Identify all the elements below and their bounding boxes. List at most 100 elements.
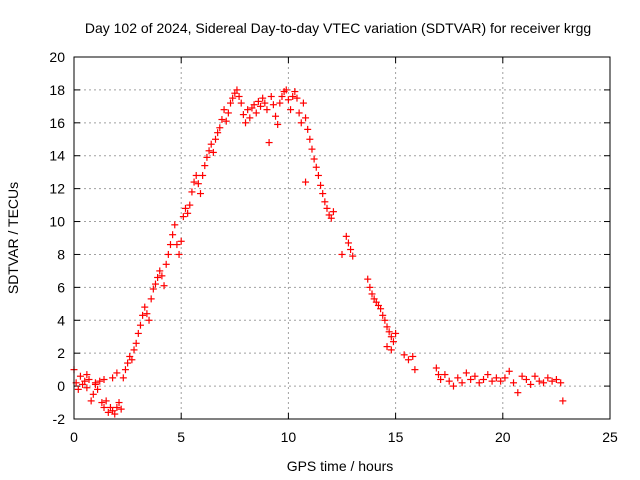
data-point xyxy=(387,333,395,341)
data-point xyxy=(535,377,543,385)
data-point xyxy=(379,311,387,319)
data-point xyxy=(347,246,355,254)
data-point xyxy=(119,374,127,382)
data-point xyxy=(540,379,548,387)
data-points xyxy=(70,86,567,418)
data-point xyxy=(100,403,108,411)
y-tick-label: 2 xyxy=(57,345,65,361)
data-point xyxy=(344,239,352,247)
data-point xyxy=(89,390,97,398)
x-tick-label: 0 xyxy=(70,429,78,445)
data-point xyxy=(445,377,453,385)
data-point xyxy=(323,204,331,212)
data-point xyxy=(136,321,144,329)
data-point xyxy=(411,366,419,374)
data-point xyxy=(548,377,556,385)
data-point xyxy=(242,119,250,127)
data-point xyxy=(383,323,391,331)
data-point xyxy=(432,364,440,372)
data-point xyxy=(471,372,479,380)
data-point xyxy=(87,397,95,405)
data-point xyxy=(216,124,224,132)
data-point xyxy=(267,92,275,100)
y-tick-label: 14 xyxy=(49,148,65,164)
data-point xyxy=(194,180,202,188)
x-tick-label: 15 xyxy=(388,429,404,445)
y-tick-label: 18 xyxy=(49,82,65,98)
data-point xyxy=(158,272,166,280)
data-point xyxy=(312,163,320,171)
data-point xyxy=(552,376,560,384)
data-point xyxy=(263,106,271,114)
data-point xyxy=(289,92,297,100)
y-tick-label: 20 xyxy=(49,49,65,65)
data-point xyxy=(317,181,325,189)
x-tick-label: 25 xyxy=(602,429,618,445)
data-point xyxy=(475,379,483,387)
data-point xyxy=(252,109,260,117)
y-tick-label: 0 xyxy=(57,378,65,394)
data-point xyxy=(124,359,132,367)
data-point xyxy=(244,106,252,114)
data-point xyxy=(297,119,305,127)
data-point xyxy=(492,374,500,382)
data-point xyxy=(304,125,312,133)
data-point xyxy=(139,311,147,319)
data-point xyxy=(222,117,230,125)
data-point xyxy=(190,178,198,186)
data-point xyxy=(229,94,237,102)
data-point xyxy=(160,282,168,290)
data-point xyxy=(203,153,211,161)
data-point xyxy=(349,252,357,260)
data-point xyxy=(387,346,395,354)
data-point xyxy=(302,114,310,122)
data-point xyxy=(522,376,530,384)
data-point xyxy=(518,372,526,380)
data-point xyxy=(111,410,119,418)
data-point xyxy=(366,283,374,291)
y-tick-label: 16 xyxy=(49,115,65,131)
data-point xyxy=(480,376,488,384)
data-point xyxy=(278,92,286,100)
data-point xyxy=(261,99,269,107)
data-point xyxy=(437,376,445,384)
data-point xyxy=(192,171,200,179)
data-point xyxy=(462,369,470,377)
data-point xyxy=(441,371,449,379)
data-point xyxy=(274,120,282,128)
data-point xyxy=(308,145,316,153)
data-point xyxy=(299,99,307,107)
data-point xyxy=(104,408,112,416)
data-point xyxy=(514,389,522,397)
data-point xyxy=(132,339,140,347)
data-point xyxy=(287,106,295,114)
data-point xyxy=(293,94,301,102)
chart-title: Day 102 of 2024, Sidereal Day-to-day VTE… xyxy=(85,20,591,36)
x-axis-label: GPS time / hours xyxy=(287,458,394,474)
data-point xyxy=(100,376,108,384)
data-point xyxy=(557,379,565,387)
data-point xyxy=(83,371,91,379)
data-point xyxy=(149,285,157,293)
data-point xyxy=(169,231,177,239)
data-point xyxy=(272,112,280,120)
data-point xyxy=(188,188,196,196)
data-point xyxy=(250,101,258,109)
data-point xyxy=(171,221,179,229)
data-point xyxy=(214,129,222,137)
data-point xyxy=(147,295,155,303)
data-point xyxy=(96,377,104,385)
data-point xyxy=(254,97,262,105)
data-point xyxy=(151,280,159,288)
data-point xyxy=(239,111,247,119)
data-point xyxy=(186,201,194,209)
data-point xyxy=(257,102,265,110)
data-point xyxy=(377,305,385,313)
data-point xyxy=(404,356,412,364)
data-point xyxy=(321,198,329,206)
data-point xyxy=(329,208,337,216)
data-point xyxy=(145,316,153,324)
data-point xyxy=(209,148,217,156)
data-point xyxy=(559,397,567,405)
